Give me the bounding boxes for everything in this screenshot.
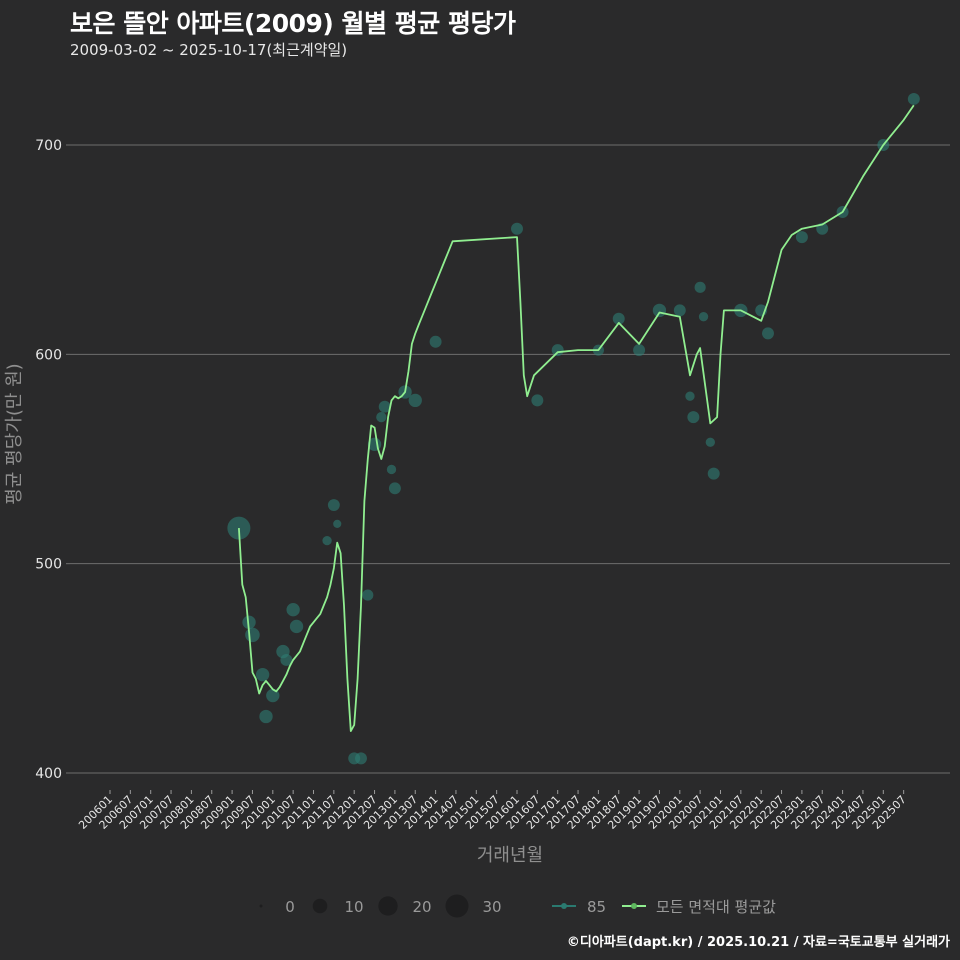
y-axis-ticks: 400 500 600 700 [35,138,70,782]
scatter-points-85 [227,92,920,765]
legend-size-label: 10 [344,898,363,916]
x-axis-ticks: 2006012006072007012007072008012008072009… [76,790,909,832]
y-axis-label: 평균 평당가(만 원) [4,363,25,504]
legend-size-swatch [378,896,398,916]
data-point [333,519,342,528]
data-point [280,653,293,666]
legend-size-swatch [445,894,469,918]
data-point [705,437,715,447]
legend-label-avg: 모든 면적대 평균값 [656,898,776,916]
y-tick-label: 700 [35,138,62,154]
data-point [612,312,625,325]
data-point [408,393,422,408]
source-caption: ©디아파트(dapt.kr) / 2025.10.21 / 자료=국토교통부 실… [566,935,950,950]
legend: 0 10 20 30 85 모든 면적대 평균값 [259,894,776,918]
data-point [355,752,367,765]
data-point [907,92,920,105]
data-point [652,303,667,318]
data-point [429,335,442,348]
data-point [762,327,774,340]
y-tick-label: 600 [35,347,62,363]
average-price-line [238,104,915,732]
legend-size-label: 20 [412,898,431,916]
legend-size-label: 0 [285,898,295,916]
data-point [388,482,401,495]
y-tick-label: 500 [35,557,62,573]
data-point [511,222,523,235]
data-point [327,499,340,512]
x-axis-label: 거래년월 [477,845,543,866]
data-point [685,391,695,401]
legend-label-85: 85 [587,898,606,916]
data-point [531,394,544,407]
data-point [386,464,397,475]
data-point [227,516,251,540]
data-point [255,667,270,682]
data-point [286,603,300,617]
legend-size-label: 30 [482,898,501,916]
data-point [378,400,391,413]
data-point [687,411,700,424]
data-point [322,535,332,546]
data-point [289,619,304,634]
chart-title: 보은 뜰안 아파트(2009) 월별 평균 평당가 [70,9,516,38]
data-point [795,231,808,244]
chart-subtitle: 2009-03-02 ~ 2025-10-17(최근계약일) [70,41,348,59]
data-point [633,344,646,357]
legend-size-swatch [312,898,328,914]
y-tick-label: 400 [35,766,62,782]
data-point [707,467,720,480]
data-point [245,627,260,643]
data-point [551,344,564,357]
data-point [376,411,387,423]
data-point [242,615,256,629]
legend-size-swatch [259,904,263,908]
data-point [362,589,374,601]
data-point [673,304,686,317]
data-point [694,281,706,293]
data-point [698,311,709,322]
data-point [259,709,273,724]
y-gridlines [70,144,950,774]
